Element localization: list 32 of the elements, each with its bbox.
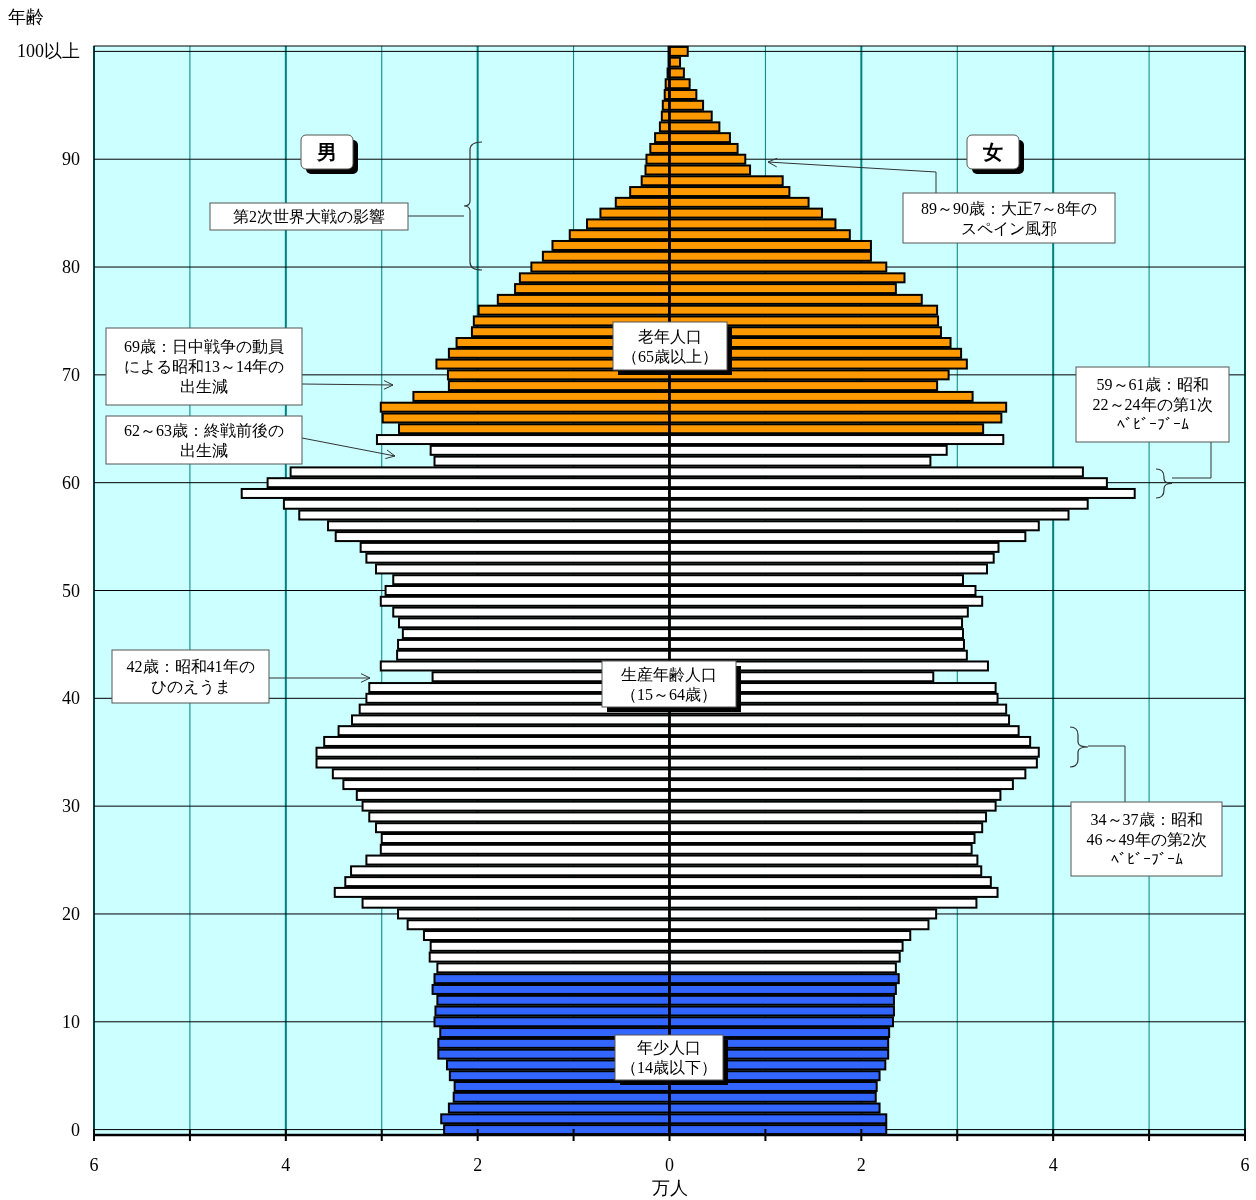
annotation: 62～63歳：終戦前後の出生減 xyxy=(124,421,284,459)
y-tick-label: 50 xyxy=(62,580,80,601)
y-tick-label: 20 xyxy=(62,903,80,924)
x-axis-title: 万人 xyxy=(651,1178,688,1198)
x-tick-label: 0 xyxy=(665,1155,674,1175)
annotation: 女 xyxy=(982,141,1003,163)
y-tick-label: 100以上 xyxy=(17,41,80,62)
x-tick-label: 2 xyxy=(856,1155,866,1175)
y-tick-label: 30 xyxy=(62,796,80,817)
annotation: 生産年齢人口（15～64歳） xyxy=(621,665,717,703)
y-axis-title: 年齢 xyxy=(8,7,44,27)
annotation: 年少人口（14歳以下） xyxy=(621,1039,717,1077)
x-tick-label: 6 xyxy=(1240,1155,1250,1175)
annotation: 69歳：日中戦争の動員による昭和13～14年の出生減 xyxy=(124,338,284,396)
y-tick-label: 90 xyxy=(62,149,80,170)
x-tick-label: 4 xyxy=(281,1155,291,1175)
annotation: 59～61歳：昭和22～24年の第1次ﾍﾞﾋﾞｰﾌﾞｰﾑ xyxy=(1092,376,1213,434)
y-tick-label: 40 xyxy=(62,688,80,709)
annotation: 男 xyxy=(316,141,337,163)
annotation: 第2次世界大戦の影響 xyxy=(233,208,385,226)
x-tick-label: 4 xyxy=(1048,1155,1058,1175)
y-tick-label: 10 xyxy=(62,1011,80,1032)
annotation: 42歳：昭和41年のひのえうま xyxy=(126,658,255,697)
y-tick-label: 0 xyxy=(71,1119,80,1140)
x-tick-label: 6 xyxy=(89,1155,99,1175)
y-tick-label: 60 xyxy=(62,472,80,493)
annotation: 老年人口（65歳以上） xyxy=(622,327,718,365)
annotation: 89～90歳：大正7～8年のスペイン風邪 xyxy=(921,199,1097,237)
x-tick-label: 2 xyxy=(473,1155,483,1175)
annotation: 34～37歳：昭和46～49年の第2次ﾍﾞﾋﾞｰﾌﾞｰﾑ xyxy=(1086,810,1207,868)
y-tick-label: 80 xyxy=(62,257,80,278)
y-tick-label: 70 xyxy=(62,364,80,385)
